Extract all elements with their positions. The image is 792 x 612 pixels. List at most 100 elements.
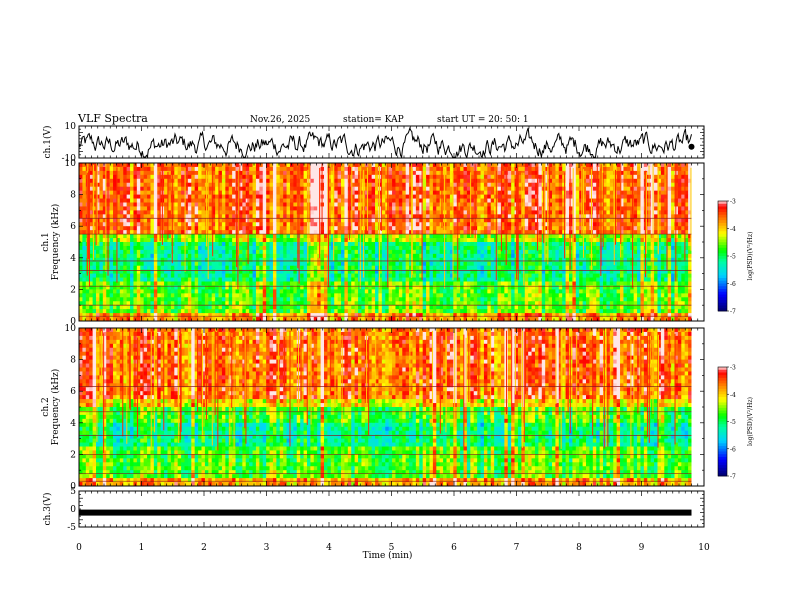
- heatmap-cell: [109, 242, 114, 247]
- heatmap-cell: [317, 218, 321, 223]
- heatmap-cell: [177, 218, 182, 223]
- heatmap-cell: [99, 257, 104, 263]
- heatmap-cell: [575, 178, 580, 184]
- heatmap-cell: [215, 234, 219, 239]
- heatmap-cell: [466, 210, 471, 215]
- heatmap-cell: [402, 222, 407, 227]
- heatmap-cell: [385, 238, 390, 243]
- heatmap-cell: [490, 257, 495, 263]
- heatmap-cell: [497, 163, 502, 168]
- heatmap-cell: [626, 166, 631, 172]
- heatmap-cell: [432, 261, 437, 267]
- heatmap-cell: [337, 226, 342, 231]
- heatmap-cell: [286, 178, 291, 184]
- heatmap-cell: [242, 174, 247, 180]
- heatmap-cell: [620, 238, 624, 243]
- heatmap-cell: [681, 222, 686, 227]
- heatmap-cell: [276, 234, 281, 239]
- heatmap-cell: [466, 230, 471, 235]
- heatmap-cell: [334, 166, 339, 172]
- heatmap-cell: [398, 190, 403, 195]
- heatmap-cell: [232, 242, 236, 247]
- heatmap-cell: [181, 198, 185, 203]
- heatmap-cell: [654, 226, 658, 231]
- heatmap-cell: [677, 253, 682, 259]
- heatmap-cell: [136, 190, 141, 195]
- heatmap-cell: [344, 202, 349, 207]
- heatmap-cell: [528, 253, 532, 259]
- heatmap-cell: [191, 261, 196, 267]
- heatmap-cell: [293, 238, 298, 243]
- heatmap-cell: [211, 222, 216, 227]
- heatmap-cell: [409, 261, 413, 267]
- heatmap-cell: [293, 206, 298, 211]
- heatmap-cell: [548, 174, 553, 180]
- heatmap-cell: [453, 206, 458, 211]
- heatmap-cell: [538, 245, 543, 251]
- heatmap-cell: [548, 245, 553, 251]
- heatmap-cell: [378, 261, 383, 267]
- heatmap-cell: [157, 210, 162, 215]
- heatmap-cell: [249, 166, 253, 172]
- heatmap-cell: [667, 210, 672, 215]
- heatmap-cell: [177, 174, 182, 180]
- heatmap-cell: [150, 245, 155, 251]
- heatmap-cell: [92, 190, 97, 195]
- heatmap-cell: [637, 257, 641, 263]
- heatmap-cell: [579, 257, 584, 263]
- heatmap-cell: [272, 174, 277, 180]
- heatmap-cell: [572, 166, 577, 172]
- heatmap-cell: [480, 230, 485, 235]
- heatmap-cell: [235, 166, 240, 172]
- heatmap-cell: [436, 190, 441, 195]
- heatmap-cell: [215, 194, 219, 199]
- heatmap-cell: [640, 261, 645, 267]
- heatmap-cell: [402, 214, 407, 219]
- heatmap-cell: [388, 257, 393, 263]
- heatmap-cell: [364, 182, 369, 188]
- heatmap-cell: [255, 198, 260, 203]
- heatmap-cell: [167, 257, 172, 263]
- heatmap-cell: [592, 163, 597, 168]
- heatmap-cell: [130, 226, 134, 231]
- heatmap-cell: [565, 163, 570, 168]
- heatmap-cell: [262, 170, 267, 176]
- heatmap-cell: [664, 257, 669, 263]
- heatmap-cell: [677, 166, 682, 172]
- heatmap-cell: [211, 166, 216, 172]
- heatmap-cell: [551, 261, 556, 267]
- heatmap-cell: [303, 245, 308, 251]
- heatmap-cell: [313, 206, 318, 211]
- heatmap-cell: [153, 242, 158, 247]
- heatmap-cell: [398, 206, 403, 211]
- heatmap-cell: [487, 194, 492, 199]
- heatmap-cell: [337, 238, 342, 243]
- heatmap-cell: [211, 194, 216, 199]
- heatmap-cell: [596, 234, 601, 239]
- heatmap-cell: [167, 234, 172, 239]
- heatmap-cell: [167, 222, 172, 227]
- heatmap-cell: [650, 210, 655, 215]
- heatmap-cell: [572, 202, 577, 207]
- heatmap-cell: [215, 214, 219, 219]
- heatmap-cell: [221, 166, 226, 172]
- heatmap-cell: [140, 178, 145, 184]
- heatmap-cell: [123, 265, 128, 271]
- heatmap-cell: [449, 194, 454, 199]
- heatmap-cell: [388, 242, 393, 247]
- heatmap-cell: [147, 182, 151, 188]
- heatmap-cell: [119, 218, 124, 223]
- heatmap-cell: [249, 242, 253, 247]
- heatmap-cell: [238, 222, 243, 227]
- heatmap-cell: [123, 170, 128, 176]
- heatmap-cell: [487, 170, 492, 176]
- heatmap-cell: [143, 210, 148, 215]
- heatmap-cell: [99, 206, 104, 211]
- heatmap-cell: [667, 257, 672, 263]
- heatmap-cell: [208, 214, 213, 219]
- heatmap-cell: [283, 253, 287, 259]
- heatmap-cell: [558, 198, 563, 203]
- heatmap-cell: [211, 198, 216, 203]
- heatmap-cell: [449, 210, 454, 215]
- heatmap-cell: [89, 238, 94, 243]
